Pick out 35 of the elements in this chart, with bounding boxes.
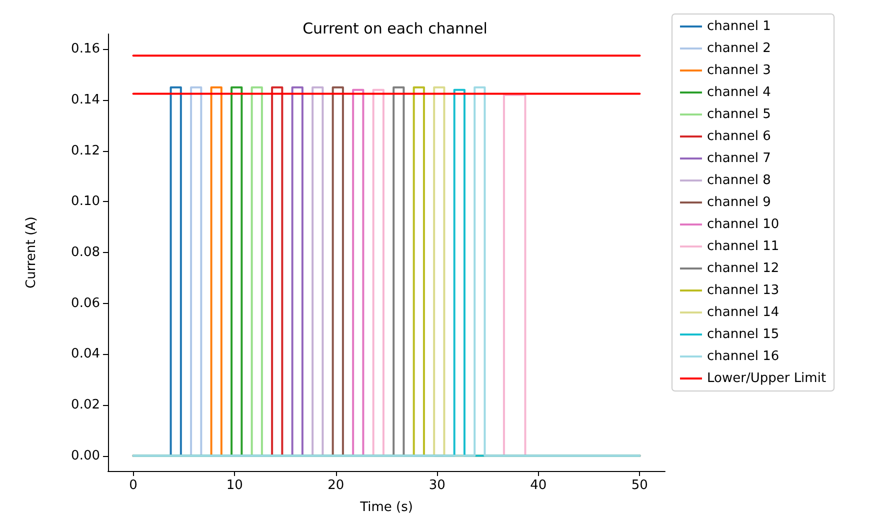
legend-label: channel 1 — [707, 19, 771, 34]
y-tick-label: 0.00 — [71, 448, 100, 464]
legend-label: channel 13 — [707, 283, 780, 298]
x-tick-label: 20 — [328, 478, 344, 493]
y-tick-label: 0.12 — [71, 143, 100, 158]
x-tick-label: 0 — [129, 478, 138, 493]
y-tick-label: 0.08 — [71, 245, 100, 260]
y-tick-label: 0.06 — [71, 296, 100, 311]
legend-label: channel 2 — [707, 41, 771, 56]
legend-label: channel 8 — [707, 173, 771, 188]
legend-label: channel 5 — [707, 107, 771, 122]
y-tick-label: 0.04 — [71, 346, 100, 362]
x-tick-label: 10 — [226, 478, 243, 493]
y-axis-title: Current (A) — [24, 216, 39, 288]
y-tick-label: 0.10 — [71, 194, 100, 210]
legend-label: channel 14 — [707, 305, 780, 320]
legend-label: channel 16 — [707, 349, 780, 364]
legend-label: channel 9 — [707, 195, 771, 210]
legend-label: channel 12 — [707, 261, 780, 276]
x-axis-title: Time (s) — [359, 500, 413, 515]
x-tick-label: 40 — [530, 478, 547, 493]
legend-label: channel 10 — [707, 217, 780, 232]
legend-label: channel 6 — [707, 129, 771, 144]
legend-label: channel 15 — [707, 327, 780, 342]
legend-label: channel 3 — [707, 63, 771, 78]
x-tick-label: 30 — [428, 478, 446, 493]
chart-title: Current on each channel — [302, 20, 488, 38]
legend-label: Lower/Upper Limit — [707, 371, 826, 386]
legend-label: channel 11 — [707, 239, 780, 254]
y-tick-label: 0.14 — [71, 92, 100, 108]
legend-label: channel 4 — [707, 85, 771, 100]
y-tick-label: 0.02 — [71, 397, 100, 412]
x-tick-label: 50 — [631, 478, 648, 493]
y-tick-label: 0.16 — [71, 42, 100, 57]
legend-label: channel 7 — [707, 151, 771, 166]
